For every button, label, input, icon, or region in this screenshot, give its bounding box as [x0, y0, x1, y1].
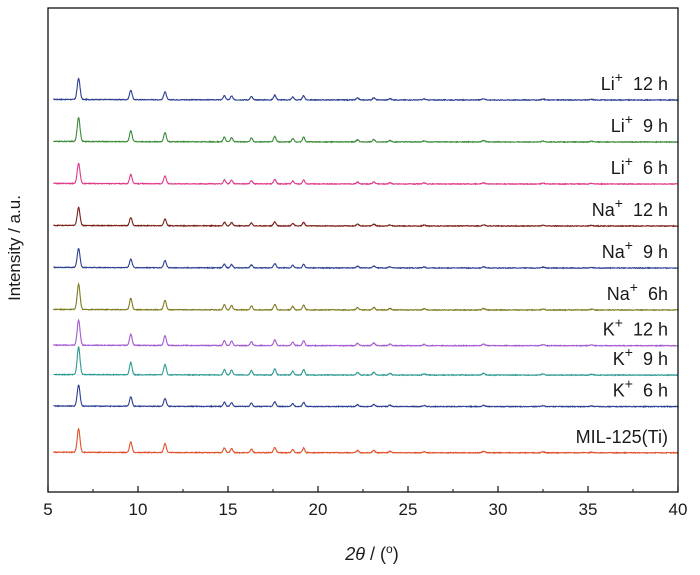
series-label: MIL-125(Ti) — [576, 427, 668, 447]
x-axis-label: 2θ / (o) — [344, 542, 398, 564]
x-tick-label: 5 — [43, 500, 52, 519]
series-lines — [52, 77, 679, 455]
series-label-time: 12 h — [623, 320, 668, 340]
x-tick-label: 35 — [579, 500, 598, 519]
series-line — [53, 427, 678, 455]
series-label-time: 6 h — [633, 158, 668, 178]
series-label: K+ 12 h — [603, 315, 668, 340]
series-line — [53, 77, 679, 102]
x-axis-label-prefix: 2 — [344, 544, 355, 564]
series-label: Na+ 9 h — [602, 237, 668, 262]
series-label: Na+ 6h — [607, 279, 668, 304]
x-tick-label: 25 — [399, 500, 418, 519]
series-label-charge: + — [615, 315, 623, 331]
series-line — [53, 162, 678, 186]
y-axis-label: Intensity / a.u. — [5, 195, 24, 301]
series-label-ion: K — [613, 381, 625, 401]
x-tick-label: 15 — [219, 500, 238, 519]
x-tick-label: 30 — [489, 500, 508, 519]
series-label-charge: + — [625, 376, 633, 392]
series-label: K+ 9 h — [613, 344, 668, 369]
x-tick-label: 40 — [669, 500, 688, 519]
series-label-charge: + — [615, 195, 623, 211]
x-axis-label-theta: θ — [355, 544, 365, 564]
series-label: Li+ 6 h — [611, 153, 668, 178]
series-label-charge: + — [625, 111, 633, 127]
series-label-ion: Na — [592, 200, 616, 220]
series-label-ion: K — [613, 349, 625, 369]
series-label-time: 9 h — [633, 349, 668, 369]
series-label-ion: K — [603, 320, 615, 340]
series-label-time: 6 h — [633, 381, 668, 401]
series-label-ion: Na — [607, 284, 631, 304]
series-label-ion: Li — [601, 74, 615, 94]
series-label: Li+ 9 h — [611, 111, 668, 136]
series-label-time: 12 h — [623, 74, 668, 94]
series-label: Li+ 12 h — [601, 69, 668, 94]
series-label-ion: Li — [611, 158, 625, 178]
series-label-time: 6h — [638, 284, 668, 304]
x-axis-label-degree: o — [386, 542, 393, 556]
series-label: K+ 6 h — [613, 376, 668, 401]
series-label-ion: Li — [611, 116, 625, 136]
series-line — [52, 318, 679, 348]
x-axis: 5 10 15 20 25 30 35 40 — [43, 486, 687, 519]
x-axis-label-close: ) — [393, 544, 399, 564]
series-label-charge: + — [615, 69, 623, 85]
series-label: Na+ 12 h — [592, 195, 668, 220]
series-label-ion: Na — [602, 242, 626, 262]
series-label-charge: + — [625, 237, 633, 253]
series-label-time: 9 h — [633, 242, 668, 262]
x-axis-label-suffix: / ( — [365, 544, 386, 564]
series-label-time: 9 h — [633, 116, 668, 136]
series-label-charge: + — [625, 153, 633, 169]
series-line — [53, 384, 678, 409]
series-label-ion: MIL-125(Ti) — [576, 427, 668, 447]
series-line — [53, 247, 678, 270]
x-tick-label: 20 — [309, 500, 328, 519]
series-label-time: 12 h — [623, 200, 668, 220]
series-line — [53, 206, 679, 228]
series-line — [53, 345, 678, 377]
series-labels: Li+ 12 hLi+ 9 hLi+ 6 hNa+ 12 hNa+ 9 hNa+… — [576, 69, 668, 447]
series-line — [53, 116, 678, 144]
plot-frame — [47, 7, 679, 493]
series-label-charge: + — [625, 344, 633, 360]
series-label-charge: + — [630, 279, 638, 295]
series-line — [53, 282, 679, 312]
x-tick-label: 10 — [129, 500, 148, 519]
